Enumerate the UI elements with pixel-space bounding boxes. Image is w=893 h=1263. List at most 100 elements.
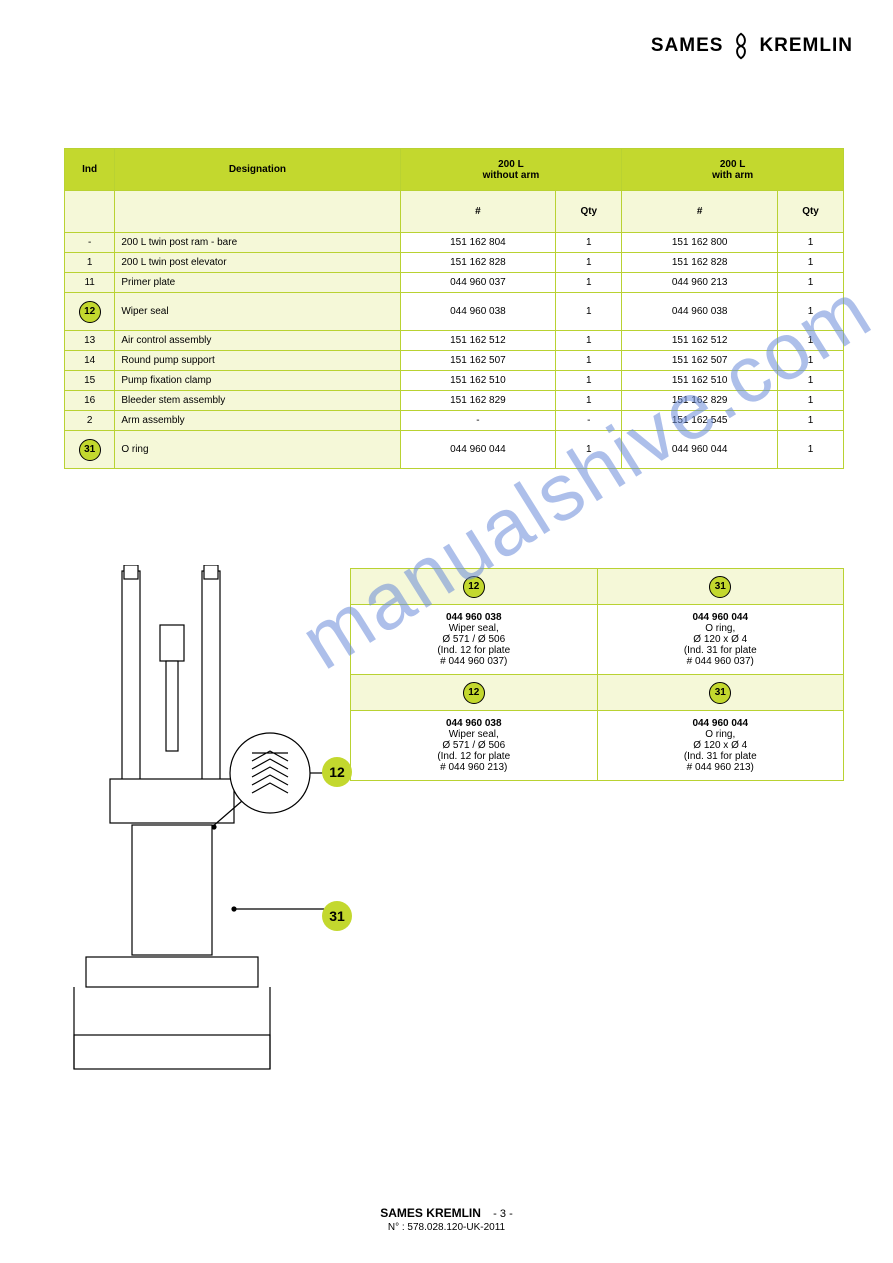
cell-part: 151 162 828 [400,253,556,273]
cell-part: 151 162 507 [400,351,556,371]
seal-cell-b: 044 960 044 O ring, Ø 120 x Ø 4 (Ind. 31… [597,605,844,675]
seal-cell-c-desc: Wiper seal, Ø 571 / Ø 506 (Ind. 12 for p… [355,729,593,773]
seal-head-31: 31 [597,569,844,605]
circle-31b-icon: 31 [709,682,731,704]
subheader-blank2 [115,191,400,233]
callout-31: 31 [322,901,352,931]
table-row: 11Primer plate044 960 0371044 960 2131 [65,273,844,293]
cell-qty: 1 [778,371,844,391]
cell-desc: Air control assembly [115,331,400,351]
brand-logo: SAMES KREMLIN [651,32,853,60]
cell-qty: 1 [778,293,844,331]
cell-part: 044 960 037 [400,273,556,293]
cell-ind: 12 [65,293,115,331]
seal-head-12: 12 [351,569,598,605]
cell-desc: Bleeder stem assembly [115,391,400,411]
cell-part: 151 162 507 [622,351,778,371]
parts-table-header: Ind Designation 200 L without arm 200 L … [65,149,844,191]
cell-qty: 1 [556,391,622,411]
cell-desc: Arm assembly [115,411,400,431]
cell-desc: Primer plate [115,273,400,293]
cell-desc: Round pump support [115,351,400,371]
cell-ind: 11 [65,273,115,293]
cell-qty: 1 [778,331,844,351]
pump-svg-icon [52,565,352,1085]
table-row: 15Pump fixation clamp151 162 5101151 162… [65,371,844,391]
cell-part: 151 162 512 [622,331,778,351]
parts-table: Ind Designation 200 L without arm 200 L … [64,148,844,469]
cell-qty: 1 [778,391,844,411]
table-row: 12Wiper seal044 960 0381044 960 0381 [65,293,844,331]
cell-qty: 1 [778,431,844,469]
cell-part: 151 162 828 [622,253,778,273]
cell-desc: Wiper seal [115,293,400,331]
cell-qty: 1 [556,431,622,469]
cell-part: 044 960 038 [400,293,556,331]
cell-part: 151 162 804 [400,233,556,253]
cell-qty: 1 [556,371,622,391]
cell-qty: - [556,411,622,431]
table-row: 2Arm assembly--151 162 5451 [65,411,844,431]
circle-12b-icon: 12 [463,682,485,704]
seal-head-31-b: 31 [597,675,844,711]
cell-part: 044 960 213 [622,273,778,293]
cell-part: 044 960 038 [622,293,778,331]
circle-31-icon: 31 [709,576,731,598]
callout-12-circle: 12 [322,757,352,787]
cell-ind: 1 [65,253,115,273]
cell-qty: 1 [778,253,844,273]
cell-desc: 200 L twin post elevator [115,253,400,273]
header-config-2: 200 L with arm [622,149,844,191]
seal-table-row-b: 044 960 038 Wiper seal, Ø 571 / Ø 506 (I… [351,711,844,781]
seal-table-head-row-2: 12 31 [351,675,844,711]
cell-qty: 1 [778,351,844,371]
parts-table-subheader: # Qty # Qty [65,191,844,233]
seal-cell-d: 044 960 044 O ring, Ø 120 x Ø 4 (Ind. 31… [597,711,844,781]
table-row: 14Round pump support151 162 5071151 162 … [65,351,844,371]
seal-cell-a-part: 044 960 038 [355,612,593,623]
cell-part: 151 162 829 [400,391,556,411]
table-row: -200 L twin post ram - bare151 162 80411… [65,233,844,253]
callout-31-circle: 31 [322,901,352,931]
cell-ind: 16 [65,391,115,411]
footer-company: SAMES KREMLIN [380,1206,481,1220]
pump-diagram: 12 31 [52,565,352,1085]
subheader-qty-1: Qty [556,191,622,233]
cell-ind: 15 [65,371,115,391]
callout-12: 12 [322,757,352,787]
logo-left: SAMES [651,35,724,57]
cell-ind: 14 [65,351,115,371]
cell-part: 151 162 800 [622,233,778,253]
logo-swirl-icon [727,32,755,60]
subheader-blank1 [65,191,115,233]
cell-desc: 200 L twin post ram - bare [115,233,400,253]
cell-part: 151 162 545 [622,411,778,431]
seal-cell-d-desc: O ring, Ø 120 x Ø 4 (Ind. 31 for plate #… [602,729,840,773]
cell-qty: 1 [778,411,844,431]
table-row: 13Air control assembly151 162 5121151 16… [65,331,844,351]
page-footer: SAMES KREMLIN - 3 - N° : 578.028.120-UK-… [0,1206,893,1233]
circle-12-icon: 12 [463,576,485,598]
cell-part: 151 162 510 [400,371,556,391]
seal-head-12-b: 12 [351,675,598,711]
footer-docnum: N° : 578.028.120-UK-2011 [0,1222,893,1233]
cell-ind: 2 [65,411,115,431]
seal-table-head-row-1: 12 31 [351,569,844,605]
cell-qty: 1 [556,331,622,351]
cell-part: 151 162 512 [400,331,556,351]
header-ind: Ind [65,149,115,191]
header-designation: Designation [115,149,400,191]
cell-part: - [400,411,556,431]
cell-desc: Pump fixation clamp [115,371,400,391]
subheader-part-1: # [400,191,556,233]
seal-cell-a-desc: Wiper seal, Ø 571 / Ø 506 (Ind. 12 for p… [355,623,593,667]
cell-part: 151 162 510 [622,371,778,391]
seal-cell-c: 044 960 038 Wiper seal, Ø 571 / Ø 506 (I… [351,711,598,781]
subheader-part-2: # [622,191,778,233]
cell-qty: 1 [556,253,622,273]
cell-desc: O ring [115,431,400,469]
cell-ind: 13 [65,331,115,351]
table-row: 16Bleeder stem assembly151 162 8291151 1… [65,391,844,411]
cell-part: 044 960 044 [622,431,778,469]
seal-table-row-a: 044 960 038 Wiper seal, Ø 571 / Ø 506 (I… [351,605,844,675]
